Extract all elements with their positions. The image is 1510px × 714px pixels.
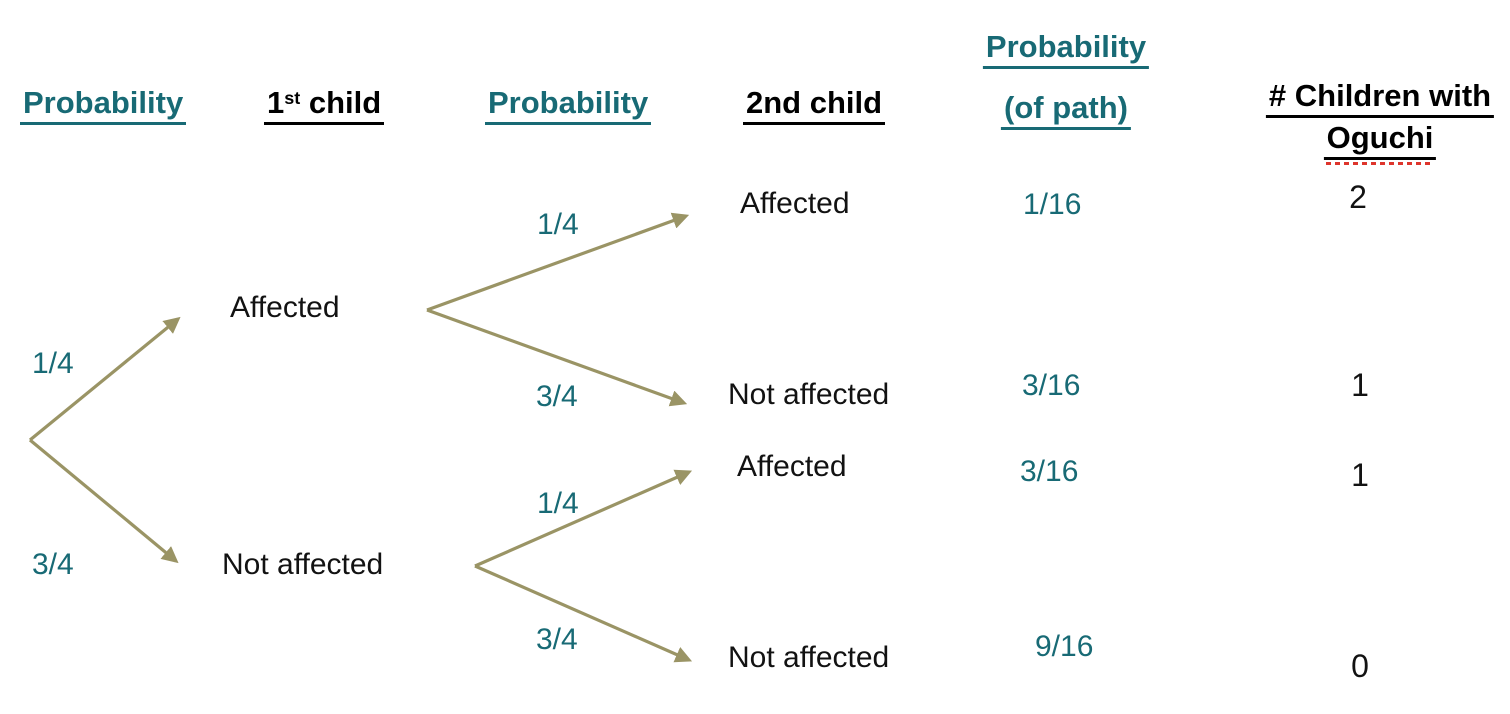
second-child-outcome-row-3: Affected <box>737 450 847 483</box>
branch-arrow-root-not-affected <box>28 438 179 564</box>
children-count-row-3: 1 <box>1351 457 1369 493</box>
second-child-outcome-row-2: Not affected <box>728 378 890 411</box>
path-probability-row-4: 9/16 <box>1035 630 1094 663</box>
oguchi-word: Oguchi <box>1326 120 1434 156</box>
first-child-outcome-not-affected: Not affected <box>222 548 384 581</box>
second-child-outcome-row-1: Affected <box>740 187 850 220</box>
root-branch-probability-affected: 1/4 <box>32 347 74 380</box>
notaffected-branch-probability-not-affected: 3/4 <box>536 623 578 656</box>
branch-arrow-notaff-notaffected <box>474 564 693 663</box>
branch-arrow-root-affected <box>28 316 181 442</box>
affected-branch-probability-affected: 1/4 <box>537 208 579 241</box>
path-probability-row-1: 1/16 <box>1023 188 1082 221</box>
children-count-row-1: 2 <box>1349 179 1367 215</box>
branch-arrow-affected-notaffected <box>426 308 688 407</box>
branch-arrow-affected-affected <box>426 212 690 312</box>
header-second-child: 2nd child <box>743 85 886 126</box>
first-child-ordinal-suffix: st <box>284 88 301 109</box>
root-branch-probability-not-affected: 3/4 <box>32 548 74 581</box>
header-children-line1: # Children with <box>1265 78 1495 119</box>
header-probability-2nd: Probability <box>485 85 652 126</box>
path-probability-row-3: 3/16 <box>1020 455 1079 488</box>
header-path-probability-line2: (of path) <box>1001 91 1131 131</box>
children-count-row-2: 1 <box>1351 367 1369 403</box>
path-probability-row-2: 3/16 <box>1022 369 1081 402</box>
header-path-probability: Probability (of path) <box>982 29 1150 131</box>
second-child-outcome-row-4: Not affected <box>728 641 890 674</box>
header-path-probability-line1: Probability <box>982 29 1150 70</box>
header-first-child: 1st child <box>264 85 385 126</box>
affected-branch-probability-not-affected: 3/4 <box>536 380 578 413</box>
spellcheck-underline <box>1325 162 1435 166</box>
first-child-outcome-affected: Affected <box>230 291 340 324</box>
notaffected-branch-probability-affected: 1/4 <box>537 487 579 520</box>
first-child-number: 1 <box>267 85 285 120</box>
first-child-word: child <box>300 85 382 120</box>
header-children-line2: Oguchi <box>1323 120 1437 166</box>
branch-arrow-notaff-affected <box>474 469 693 568</box>
header-probability-1st: Probability <box>20 85 187 126</box>
header-children-with-oguchi: # Children with Oguchi <box>1265 78 1495 166</box>
children-count-row-4: 0 <box>1351 648 1369 684</box>
